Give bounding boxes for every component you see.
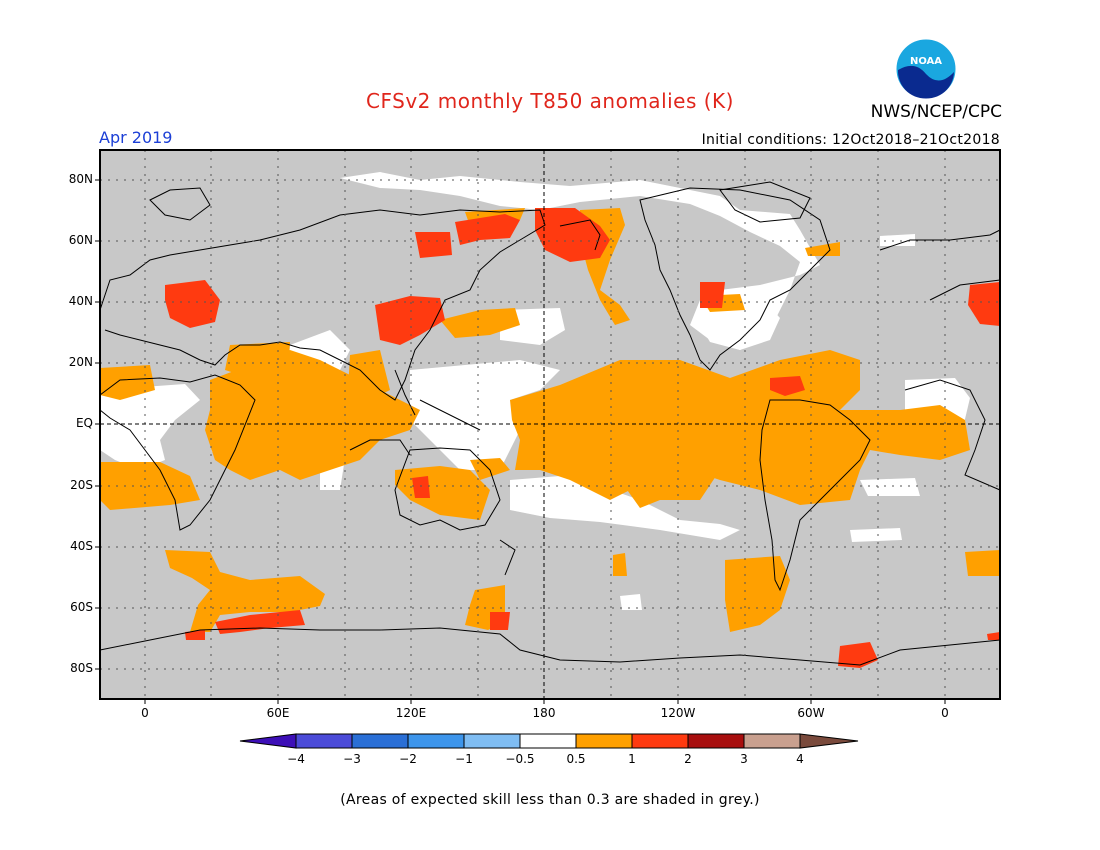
colorbar-label: −0.5: [505, 752, 535, 766]
lon-label: 0: [941, 706, 949, 720]
colorbar-label: −1: [455, 752, 473, 766]
lat-label: 60S: [70, 600, 93, 614]
lat-label: 20N: [68, 355, 93, 369]
forecast-period: Apr 2019: [99, 128, 173, 147]
colorbar-swatch: [407, 733, 465, 749]
lon-label: 60E: [266, 706, 290, 720]
lat-label: 60N: [68, 233, 93, 247]
lat-label: 40N: [68, 294, 93, 308]
colorbar-label: −3: [343, 752, 361, 766]
initial-conditions: Initial conditions: 12Oct2018–21Oct2018: [701, 132, 1000, 148]
map-title: CFSv2 monthly T850 anomalies (K): [366, 89, 734, 113]
noaa-logo-icon: NOAA: [895, 38, 957, 100]
equator-dateline: [100, 150, 1000, 699]
lon-label: 120W: [660, 706, 696, 720]
colorbar-label: 1: [628, 752, 636, 766]
colorbar-label: −4: [287, 752, 305, 766]
colorbar: [239, 733, 859, 749]
colorbar-label: 4: [796, 752, 804, 766]
colorbar-label: 0.5: [566, 752, 586, 766]
lat-label: 80N: [68, 172, 93, 186]
lon-label: 180: [532, 706, 556, 720]
colorbar-swatch: [519, 733, 577, 749]
colorbar-swatch: [799, 733, 859, 749]
colorbar-swatch: [239, 733, 297, 749]
lon-label: 120E: [395, 706, 427, 720]
colorbar-swatch: [351, 733, 409, 749]
colorbar-swatch: [743, 733, 801, 749]
agency-label: NWS/NCEP/CPC: [870, 102, 1002, 122]
lat-label: 20S: [70, 478, 93, 492]
axis-ticks: [95, 179, 946, 704]
colorbar-swatch: [631, 733, 689, 749]
logo-text: NOAA: [910, 56, 942, 67]
lat-label: EQ: [75, 416, 93, 430]
skill-footnote: (Areas of expected skill less than 0.3 a…: [340, 792, 760, 808]
lon-label: 60W: [797, 706, 825, 720]
colorbar-swatch: [687, 733, 745, 749]
colorbar-label: 2: [684, 752, 692, 766]
lon-label: 0: [141, 706, 149, 720]
lat-label: 40S: [70, 539, 93, 553]
colorbar-label: 3: [740, 752, 748, 766]
graticule: [100, 150, 1000, 699]
colorbar-swatch: [295, 733, 353, 749]
coastlines: [99, 181, 1001, 666]
lat-label: 80S: [70, 661, 93, 675]
colorbar-swatch: [575, 733, 633, 749]
colorbar-swatch: [463, 733, 521, 749]
colorbar-label: −2: [399, 752, 417, 766]
